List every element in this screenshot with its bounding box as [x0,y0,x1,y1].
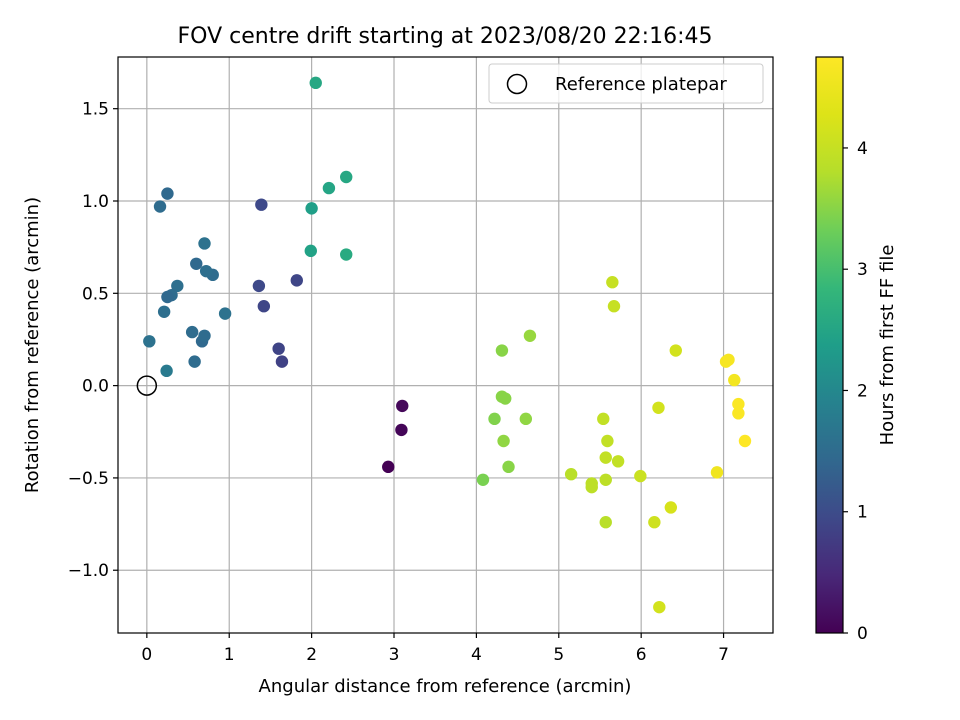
data-point [652,401,665,414]
data-point [396,399,409,413]
y-tick-label: 1.5 [82,100,109,120]
data-point [585,480,598,494]
grid-lines [118,57,773,633]
data-point [523,329,537,342]
y-tick-label: 1.0 [82,192,109,212]
data-point [255,198,268,211]
data-point [322,181,336,195]
data-point [519,412,533,426]
data-point [669,344,682,357]
data-point [601,434,614,448]
data-point [710,466,724,479]
y-axis-label: Rotation from reference (arcmin) [22,197,43,493]
data-point [304,244,317,258]
x-tick-label: 0 [141,645,152,665]
data-point [664,501,678,514]
reference-platepar-marker [136,375,158,396]
legend-box [488,63,764,104]
y-tick-label: 0.5 [82,284,109,304]
data-point [495,344,509,357]
legend-label: Reference platepar [555,74,727,95]
data-point [634,469,647,483]
data-point [497,434,510,448]
colorbar: 0 1 2 3 4 Hours from first FF file [815,56,898,644]
colorbar-tick-label: 2 [857,381,868,401]
data-point [611,455,625,468]
data-point [252,279,266,293]
data-point [722,353,735,366]
legend-marker-icon [506,73,528,95]
data-point [738,434,752,448]
data-point [160,364,173,378]
data-point [599,451,612,464]
y-tick-label: 0.0 [82,377,109,397]
data-point [502,460,515,474]
data-point [218,307,232,320]
data-point [728,373,741,387]
data-point [161,187,174,200]
colorbar-ticks: 0 1 2 3 4 [843,139,868,644]
y-tick-label: −1.0 [68,561,109,581]
data-point [309,76,322,90]
data-point [599,473,612,486]
data-point [340,248,353,261]
x-axis-ticks: 0 1 2 3 4 5 6 7 [141,633,729,665]
data-point [290,274,303,287]
y-tick-label: −0.5 [68,469,109,489]
data-point [599,516,612,529]
data-point [161,290,174,304]
data-point [157,305,171,318]
legend: Reference platepar [488,63,764,104]
data-point [171,279,184,293]
data-point [188,355,201,368]
chart-title: FOV centre drift starting at 2023/08/20 … [178,24,713,49]
colorbar-tick-label: 4 [857,139,868,159]
plot-frame [117,56,774,634]
data-point [153,200,167,213]
data-point [648,516,661,529]
data-point [272,342,285,355]
data-point [257,300,271,313]
x-tick-label: 3 [389,645,400,665]
data-point [395,423,408,437]
colorbar-label: Hours from first FF file [877,245,898,446]
data-point [653,600,666,614]
data-point [198,329,211,342]
data-points [143,76,752,614]
colorbar-gradient [815,56,844,634]
x-tick-label: 4 [471,645,482,665]
x-tick-label: 5 [553,645,564,665]
data-point [340,170,353,184]
x-tick-label: 1 [224,645,235,665]
data-point [499,392,512,405]
data-point [199,264,213,278]
x-tick-label: 2 [306,645,317,665]
data-point [597,412,610,426]
data-point [732,397,745,411]
x-tick-label: 7 [718,645,729,665]
reference-marker-layer [136,375,158,396]
data-point [190,257,203,270]
x-tick-label: 6 [636,645,647,665]
data-point [185,325,199,339]
y-axis-ticks: −1.0 −0.5 0.0 0.5 1.0 1.5 [68,100,118,581]
data-point [606,276,619,289]
data-point [564,468,578,481]
data-point [488,412,501,426]
colorbar-tick-label: 1 [857,503,868,523]
data-point [732,407,745,420]
data-point [143,335,156,348]
colorbar-tick-label: 3 [857,260,868,280]
data-point [275,355,289,368]
x-axis-label: Angular distance from reference (arcmin) [259,676,632,697]
data-point [382,460,395,474]
data-point [305,202,318,215]
data-point [198,237,211,250]
data-point [607,300,621,313]
data-point [476,473,490,486]
colorbar-tick-label: 0 [857,624,868,644]
